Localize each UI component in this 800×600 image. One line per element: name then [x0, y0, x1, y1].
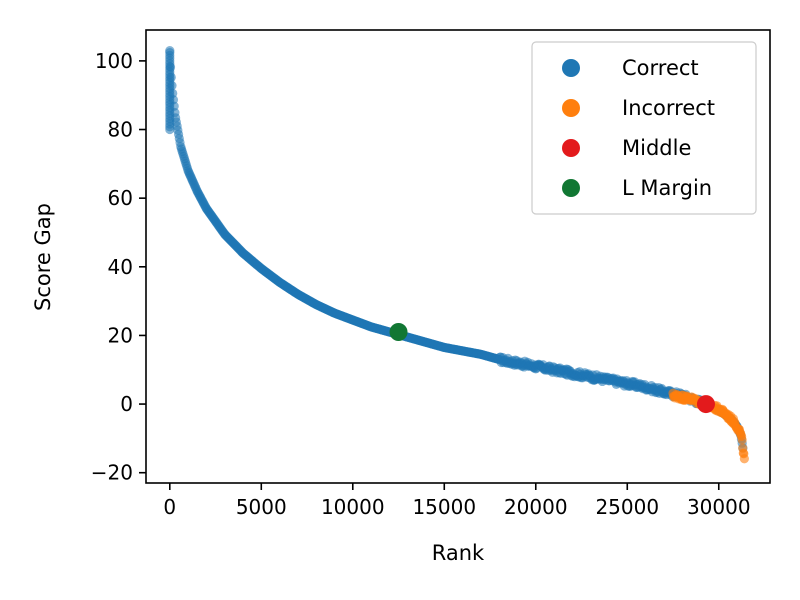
y-tick-label: 20 [108, 323, 133, 347]
x-tick-label: 15000 [412, 495, 476, 519]
x-tick-label: 25000 [595, 495, 659, 519]
ticks-layer: 0 5000 10000 15000 20000 25000 30000 −20 0 20 40 60… [91, 49, 751, 519]
y-tick-label: 80 [108, 118, 133, 142]
y-tick-label: 40 [108, 255, 133, 279]
legend-label: Middle [622, 136, 691, 160]
legend-label: Correct [622, 56, 699, 80]
marker-l-margin [389, 323, 408, 341]
legend-marker [562, 59, 580, 77]
x-axis-label: Rank [432, 541, 485, 565]
x-tick-label: 10000 [321, 495, 385, 519]
legend-marker [562, 139, 580, 157]
y-tick-label: −20 [91, 461, 133, 485]
data-point [165, 48, 175, 58]
y-axis-label: Score Gap [31, 203, 55, 311]
x-tick-label: 5000 [236, 495, 287, 519]
x-tick-label: 0 [163, 495, 176, 519]
x-tick-label: 20000 [504, 495, 568, 519]
data-point [737, 435, 747, 445]
x-tick-label: 30000 [687, 495, 751, 519]
data-point [739, 454, 749, 464]
points-layer [165, 45, 749, 464]
legend-label: Incorrect [622, 96, 715, 120]
legend-marker [562, 179, 580, 197]
y-tick-label: 60 [108, 186, 133, 210]
legend-marker [562, 99, 580, 117]
legend-label: L Margin [622, 176, 712, 200]
legend-box [531, 41, 757, 215]
y-tick-label: 100 [95, 49, 133, 73]
plot-frame [145, 29, 771, 484]
marker-middle [696, 395, 715, 414]
y-tick-label: 0 [120, 392, 133, 416]
legend: Correct Incorrect Middle L Margin [531, 41, 757, 215]
